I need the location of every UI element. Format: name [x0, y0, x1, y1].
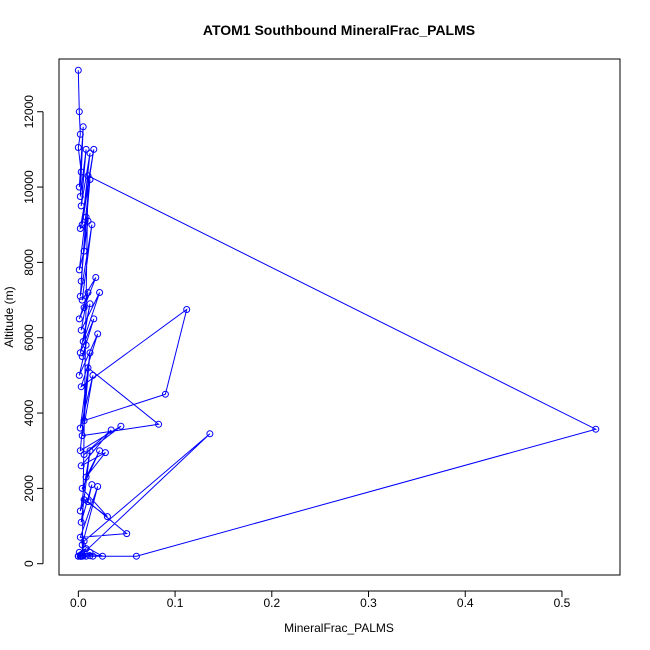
chart-title: ATOM1 Southbound MineralFrac_PALMS	[203, 22, 475, 38]
data-point	[77, 552, 85, 560]
data-point	[82, 213, 90, 221]
data-point	[86, 447, 94, 455]
data-point	[78, 432, 86, 440]
data-point	[89, 371, 97, 379]
data-point	[77, 168, 85, 176]
data-point	[84, 364, 92, 372]
data-point	[84, 172, 92, 180]
data-point	[86, 176, 94, 183]
data-point	[103, 513, 111, 521]
data-point	[78, 541, 86, 549]
data-point	[86, 552, 94, 560]
x-axis-label: MineralFrac_PALMS	[284, 621, 394, 635]
y-tick-label: 0	[22, 560, 36, 567]
data-point	[99, 552, 106, 560]
data-point	[80, 417, 88, 425]
data-point	[86, 349, 94, 357]
data-point	[82, 552, 90, 560]
data-point	[78, 296, 86, 304]
data-point	[96, 289, 104, 296]
y-axis-label: Altitude (m)	[2, 286, 16, 347]
data-point	[76, 130, 84, 138]
y-tick-label: 6000	[22, 324, 36, 351]
x-tick-label: 0.1	[167, 596, 184, 610]
x-tick-label: 0.2	[263, 596, 280, 610]
data-point	[82, 145, 90, 153]
data-point	[132, 552, 140, 560]
x-tick-label: 0.5	[554, 596, 571, 610]
data-point	[74, 144, 82, 151]
data-point	[82, 545, 90, 553]
data-point	[78, 221, 86, 229]
data-point	[123, 530, 131, 538]
data-point	[84, 217, 92, 225]
data-point	[76, 225, 84, 232]
data-point	[75, 183, 83, 191]
data-point	[76, 193, 84, 200]
data-point	[75, 315, 83, 323]
data-point	[77, 326, 85, 334]
data-point	[155, 420, 163, 428]
data-point	[80, 496, 88, 504]
data-point	[88, 221, 96, 229]
data-point	[75, 266, 83, 274]
y-tick-label: 4000	[22, 399, 36, 426]
data-point	[76, 424, 84, 432]
data-point	[77, 518, 85, 526]
data-point	[76, 533, 84, 541]
data-point	[77, 277, 85, 285]
data-point	[80, 247, 88, 255]
data-point	[74, 66, 82, 74]
data-point	[206, 430, 214, 438]
data-point	[92, 274, 100, 281]
data-point	[90, 145, 98, 153]
data-point	[183, 306, 191, 313]
data-point	[74, 552, 82, 560]
y-tick-label: 2000	[22, 475, 36, 502]
data-point	[80, 304, 88, 312]
data-point	[76, 507, 84, 515]
y-tick-label: 10000	[22, 170, 36, 204]
data-point	[82, 341, 90, 349]
series-layer	[74, 66, 600, 560]
x-tick-label: 0.4	[457, 596, 474, 610]
x-tick-label: 0.3	[360, 596, 377, 610]
data-point	[77, 462, 85, 470]
data-point	[82, 473, 90, 481]
data-point	[78, 353, 86, 360]
data-point	[77, 383, 85, 391]
data-point	[84, 289, 92, 296]
data-point	[84, 498, 92, 506]
data-point	[76, 447, 84, 455]
data-point	[78, 484, 86, 492]
data-point	[86, 149, 94, 157]
data-point	[76, 349, 84, 357]
series-line	[77, 70, 598, 557]
y-tick-label: 8000	[22, 249, 36, 276]
data-point	[77, 202, 85, 210]
x-tick-label: 0.0	[70, 596, 87, 610]
plot-area	[58, 58, 621, 576]
y-axis: 0 2000 4000 6000 8000 10000 12000	[22, 95, 44, 567]
data-point	[96, 447, 104, 455]
y-tick-label: 12000	[22, 95, 36, 129]
data-point	[79, 123, 87, 131]
data-point	[80, 537, 88, 545]
data-point	[161, 390, 169, 398]
data-point	[89, 552, 97, 560]
data-point	[90, 315, 98, 323]
data-point	[75, 108, 83, 116]
x-axis: 0.0 0.1 0.2 0.3 0.4 0.5	[70, 590, 571, 610]
data-point	[94, 330, 102, 338]
data-point	[107, 426, 115, 434]
data-point	[86, 300, 94, 308]
data-point	[75, 371, 83, 379]
data-point	[592, 425, 600, 433]
data-point	[94, 483, 102, 490]
data-point	[117, 422, 125, 430]
data-point	[80, 451, 88, 458]
data-point	[76, 292, 84, 300]
